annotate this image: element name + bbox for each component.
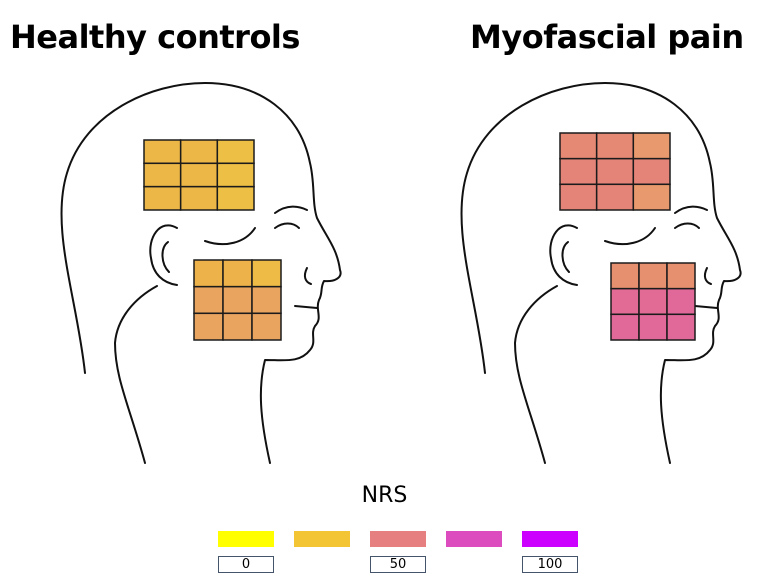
grid-cell	[632, 157, 671, 186]
nrs-swatch	[522, 531, 578, 547]
nrs-tick-max: 100	[522, 556, 578, 573]
nrs-swatch	[370, 531, 426, 547]
grid-cell	[222, 312, 253, 341]
masseter-grid	[610, 262, 696, 341]
grid-cell	[595, 132, 635, 160]
grid-cell	[179, 185, 219, 211]
grid-cell	[666, 313, 696, 341]
grid-cell	[559, 183, 598, 211]
grid-cell	[610, 287, 640, 316]
head-outline	[460, 82, 742, 464]
grid-cell	[143, 162, 182, 188]
grid-cell	[251, 312, 282, 341]
head-profile-healthy	[60, 82, 342, 464]
head-profile-myofascial	[460, 82, 742, 464]
grid-cell	[222, 285, 253, 315]
grid-cell	[638, 262, 668, 290]
grid-cell	[638, 313, 668, 341]
grid-cell	[610, 313, 640, 341]
title-myofascial-pain: Myofascial pain	[470, 18, 744, 56]
grid-cell	[632, 132, 671, 160]
grid-cell	[666, 262, 696, 290]
grid-cell	[595, 183, 635, 211]
grid-cell	[632, 183, 671, 211]
grid-cell	[595, 157, 635, 186]
title-healthy-controls: Healthy controls	[10, 18, 300, 56]
grid-cell	[216, 139, 255, 165]
grid-cell	[216, 162, 255, 188]
grid-cell	[143, 185, 182, 211]
grid-cell	[666, 287, 696, 316]
grid-cell	[193, 312, 224, 341]
grid-cell	[222, 259, 253, 288]
grid-cell	[143, 139, 182, 165]
nrs-legend-label: NRS	[361, 483, 408, 508]
grid-cell	[216, 185, 255, 211]
grid-cell	[179, 139, 219, 165]
grid-cell	[179, 162, 219, 188]
grid-cell	[559, 157, 598, 186]
head-outline	[60, 82, 342, 464]
grid-cell	[638, 287, 668, 316]
nrs-swatch	[218, 531, 274, 547]
nrs-swatch	[446, 531, 502, 547]
grid-cell	[193, 285, 224, 315]
grid-cell	[251, 285, 282, 315]
grid-cell	[193, 259, 224, 288]
temple-grid	[559, 132, 671, 211]
temple-grid	[143, 139, 255, 211]
nrs-swatch	[294, 531, 350, 547]
nrs-tick-min: 0	[218, 556, 274, 573]
nrs-tick-mid: 50	[370, 556, 426, 573]
grid-cell	[559, 132, 598, 160]
grid-cell	[610, 262, 640, 290]
grid-cell	[251, 259, 282, 288]
masseter-grid	[193, 259, 282, 341]
